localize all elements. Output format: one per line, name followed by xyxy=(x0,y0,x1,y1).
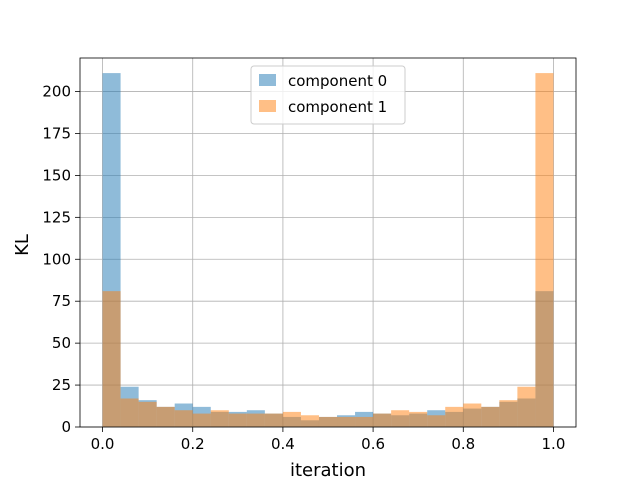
histogram-bar xyxy=(499,400,518,427)
histogram-bar xyxy=(246,413,265,427)
histogram-bar xyxy=(318,416,338,427)
y-tick-label: 175 xyxy=(42,124,71,142)
histogram-bar xyxy=(192,413,211,427)
y-tick-label: 50 xyxy=(52,334,71,352)
histogram-bars xyxy=(102,73,554,427)
series-component-0 xyxy=(102,73,554,427)
x-tick-label: 1.0 xyxy=(542,435,566,453)
histogram-bar xyxy=(228,413,247,427)
histogram-bar xyxy=(463,403,482,427)
axes xyxy=(75,57,577,432)
histogram-bar xyxy=(138,401,157,427)
x-tick-label: 0.0 xyxy=(91,435,115,453)
y-tick-label: 150 xyxy=(42,166,71,184)
tick-labels: 0.0 0.2 0.4 0.6 0.8 1.0 0 25 50 75 100 125 150 175 200 xyxy=(42,83,565,453)
histogram-bar xyxy=(174,410,193,427)
histogram-bar xyxy=(517,386,536,427)
histogram-bar xyxy=(337,416,356,427)
histogram-bar xyxy=(373,413,392,427)
plot-frame xyxy=(79,57,577,428)
histogram-bar xyxy=(481,406,500,427)
histogram-bar xyxy=(427,415,446,427)
series-component-1 xyxy=(102,73,554,427)
histogram-bar xyxy=(120,398,139,427)
y-tick-label: 25 xyxy=(52,376,71,394)
histogram-bar xyxy=(300,415,319,427)
histogram-bar xyxy=(535,73,554,427)
y-tick-label: 200 xyxy=(42,83,71,101)
histogram-bar xyxy=(409,411,428,427)
y-axis-label: KL xyxy=(12,234,33,256)
legend-label-component-0: component 0 xyxy=(288,72,387,90)
y-tick-label: 75 xyxy=(52,292,71,310)
y-tick-label: 100 xyxy=(42,250,71,268)
legend-swatch-component-1 xyxy=(259,100,276,112)
x-tick-label: 0.8 xyxy=(451,435,475,453)
histogram-bar xyxy=(264,413,283,427)
y-tick-label: 125 xyxy=(42,208,71,226)
histogram-bar xyxy=(282,411,301,427)
histogram-bar xyxy=(156,406,175,427)
x-axis-label: iteration xyxy=(290,460,366,480)
histogram-bar xyxy=(210,410,229,427)
x-tick-label: 0.6 xyxy=(361,435,385,453)
legend-label-component-1: component 1 xyxy=(288,98,387,116)
legend-swatch-component-0 xyxy=(259,74,276,86)
histogram-bar xyxy=(445,406,464,427)
x-tick-label: 0.2 xyxy=(181,435,205,453)
y-tick-label: 0 xyxy=(61,418,71,436)
x-tick-label: 0.4 xyxy=(271,435,295,453)
legend: component 0 component 1 xyxy=(250,65,406,125)
histogram-bar xyxy=(391,410,410,427)
histogram-bar xyxy=(102,291,121,427)
histogram-bar xyxy=(355,416,374,427)
legend-frame xyxy=(250,65,406,125)
